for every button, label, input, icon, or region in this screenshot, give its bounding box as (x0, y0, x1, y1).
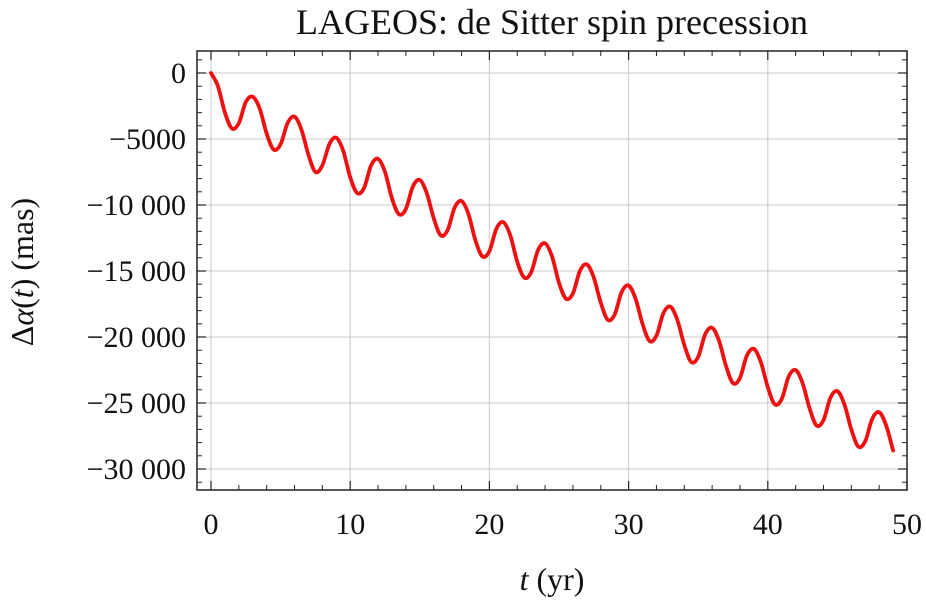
y-tick-label: −20 000 (87, 321, 186, 354)
x-tick-label: 20 (474, 508, 504, 541)
y-tick-label: −25 000 (87, 387, 186, 420)
x-axis-title: t (yr) (520, 561, 585, 597)
x-tick-label: 10 (335, 508, 365, 541)
y-axis-variable: α (4, 308, 40, 326)
grid-lines (197, 51, 908, 490)
chart-title: LAGEOS: de Sitter spin precession (296, 2, 808, 42)
tick-labels: 0 10 20 30 40 50 0 −5000 −10 000 −15 000 −20 000 −2… (87, 57, 922, 541)
y-tick-label: −30 000 (87, 453, 186, 486)
x-tick-label: 50 (892, 508, 922, 541)
series-line (209, 71, 895, 453)
y-axis-unit: (mas) (4, 198, 40, 279)
y-tick-label: −10 000 (87, 189, 186, 222)
x-tick-label: 30 (614, 508, 644, 541)
y-axis-delta: Δ (4, 326, 40, 347)
y-axis-title: Δα(t) (mas) (4, 198, 40, 346)
y-axis-close-paren: ) (4, 279, 40, 290)
x-axis-unit: (yr) (528, 561, 584, 597)
y-tick-label: −5000 (109, 123, 186, 156)
y-axis-open-paren: ( (4, 298, 40, 309)
x-tick-label: 40 (753, 508, 783, 541)
y-axis-argument: t (4, 288, 40, 298)
series-layer (209, 71, 895, 453)
x-tick-label: 0 (204, 508, 219, 541)
y-tick-label: 0 (171, 57, 186, 90)
x-axis-variable: t (520, 561, 530, 597)
y-tick-label: −15 000 (87, 255, 186, 288)
plot-frame (196, 50, 908, 491)
tick-marks (197, 51, 908, 490)
minor-ticks (197, 51, 907, 490)
